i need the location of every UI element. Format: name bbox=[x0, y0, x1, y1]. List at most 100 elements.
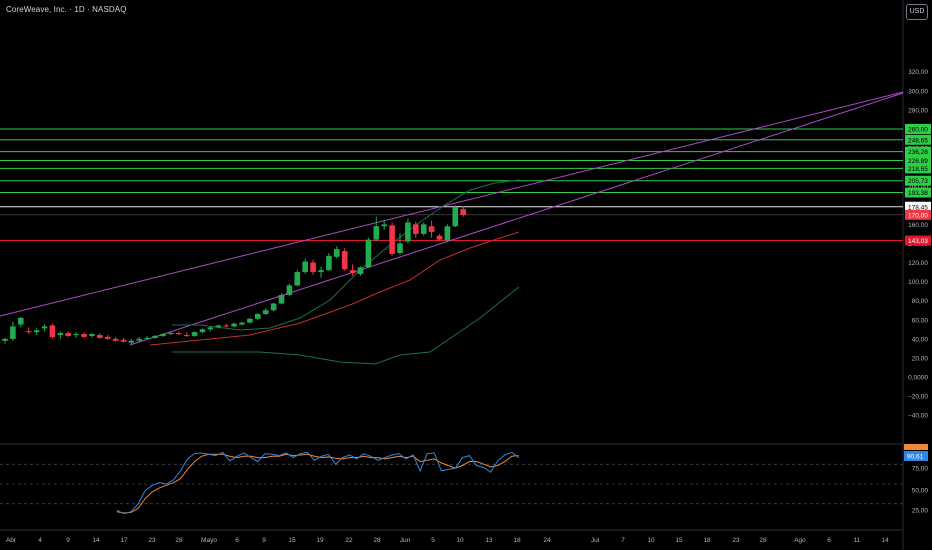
price-tag-label: 193,38 bbox=[908, 190, 928, 197]
candle-body bbox=[357, 267, 364, 274]
candle-body bbox=[2, 338, 8, 341]
grid bbox=[0, 0, 904, 550]
candle-body bbox=[10, 326, 16, 339]
candle-body bbox=[428, 226, 435, 232]
candle-body bbox=[460, 209, 466, 215]
price-tag bbox=[905, 175, 931, 186]
candle-body bbox=[294, 272, 301, 286]
x-tick-label: 15 bbox=[288, 537, 296, 544]
candle-body bbox=[270, 303, 277, 311]
candle-body bbox=[152, 335, 158, 338]
osc-y-tick-label: 25,00 bbox=[912, 508, 929, 515]
candle-body bbox=[413, 224, 419, 234]
candle-body bbox=[160, 334, 166, 336]
candle-body bbox=[262, 310, 269, 315]
time-axis[interactable]: Abr 4 9 14 17 23 28 Mayo 6 9 15 19 22 28 Jun 5 10 13 18 24 J… bbox=[6, 537, 889, 544]
y-tick-label: 100,00 bbox=[908, 279, 928, 286]
candle-body bbox=[112, 338, 119, 341]
channel-lower-line bbox=[129, 92, 904, 346]
candle-body bbox=[286, 285, 293, 295]
osc-y-tick-label: 75,00 bbox=[912, 466, 929, 473]
currency-button[interactable]: USD bbox=[906, 4, 928, 20]
y-tick-label: 80,00 bbox=[912, 298, 929, 305]
candle-body bbox=[65, 333, 71, 336]
candle-body bbox=[334, 249, 340, 257]
candle-body bbox=[420, 224, 427, 234]
osc-value-label: 90,61 bbox=[907, 454, 924, 461]
y-tick-label: 160,00 bbox=[908, 222, 928, 229]
price-tag bbox=[905, 134, 931, 145]
symbol-title[interactable]: CoreWeave, Inc. · 1D · NASDAQ bbox=[6, 5, 127, 14]
x-tick-label: 13 bbox=[485, 537, 493, 544]
osc-value-tag bbox=[904, 451, 928, 461]
price-tag-label: 218,65 bbox=[908, 166, 928, 173]
candle-body bbox=[444, 226, 451, 241]
price-tag-label: 143,03 bbox=[908, 238, 928, 245]
x-tick-label: 4 bbox=[38, 537, 42, 544]
candle-body bbox=[120, 339, 127, 342]
x-tick-label: 18 bbox=[703, 537, 711, 544]
candle-body bbox=[231, 323, 237, 327]
y-tick-label: 20,00 bbox=[912, 355, 929, 362]
candle-body bbox=[25, 331, 32, 333]
price-tag-label: 248,65 bbox=[908, 137, 928, 144]
x-tick-label: 28 bbox=[175, 537, 183, 544]
x-tick-label: 11 bbox=[854, 537, 861, 544]
candle-body bbox=[33, 330, 40, 333]
price-tag bbox=[905, 187, 931, 198]
price-tag bbox=[905, 155, 931, 166]
x-tick-label: 28 bbox=[759, 537, 767, 544]
candle-body bbox=[223, 325, 229, 327]
y-tick-label: 300,00 bbox=[908, 88, 928, 95]
ma-red-line bbox=[149, 231, 520, 346]
candle-body bbox=[405, 222, 411, 242]
y-tick-label: 60,00 bbox=[912, 317, 929, 324]
y-tick-label: 280,00 bbox=[908, 107, 928, 114]
price-tag-label: 170,00 bbox=[908, 212, 928, 219]
candle-body bbox=[247, 318, 253, 323]
price-axis[interactable]: 320,00300,00280,00260,00240,00220,00200,… bbox=[908, 69, 928, 419]
candle-body bbox=[215, 325, 222, 328]
y-tick-label: −40,00 bbox=[908, 413, 928, 420]
candle-body bbox=[168, 333, 174, 335]
price-tag bbox=[905, 235, 931, 246]
x-tick-label: 7 bbox=[621, 537, 625, 544]
candle-body bbox=[397, 243, 403, 253]
candle-body bbox=[349, 270, 356, 274]
candle-body bbox=[104, 336, 111, 339]
candle-body bbox=[452, 207, 459, 227]
candle-body bbox=[199, 329, 206, 333]
candle-body bbox=[373, 226, 380, 240]
stoch-k-line bbox=[116, 451, 520, 515]
candle-body bbox=[144, 337, 150, 339]
price-tag-label: 236,28 bbox=[908, 149, 928, 156]
candle-body bbox=[41, 326, 48, 329]
candle-body bbox=[239, 322, 245, 325]
candle-body bbox=[278, 294, 285, 304]
osc-y-tick-label: 50,00 bbox=[912, 488, 929, 495]
x-tick-label: 19 bbox=[316, 537, 324, 544]
horizontal-levels bbox=[0, 128, 903, 242]
x-tick-label: 5 bbox=[431, 537, 435, 544]
x-tick-label: Mayo bbox=[201, 537, 217, 544]
candle-body bbox=[183, 335, 190, 337]
price-tag bbox=[905, 201, 931, 212]
candle-body bbox=[389, 225, 395, 254]
price-tag bbox=[905, 123, 931, 134]
y-tick-label: 0,0000 bbox=[908, 375, 928, 382]
x-tick-label: 22 bbox=[345, 537, 353, 544]
candle-body bbox=[436, 235, 443, 240]
candle-body bbox=[128, 340, 135, 343]
x-tick-label: Abr bbox=[6, 537, 17, 544]
price-tag bbox=[905, 163, 931, 174]
x-tick-label: 17 bbox=[120, 537, 128, 544]
candle-body bbox=[73, 334, 79, 336]
candle-body bbox=[381, 224, 387, 227]
y-tick-label: 40,00 bbox=[912, 336, 929, 343]
candle-body bbox=[365, 239, 372, 268]
candle-body bbox=[207, 327, 214, 330]
candle-body bbox=[89, 334, 95, 336]
channel-upper-line bbox=[0, 91, 904, 317]
y-tick-label: 320,00 bbox=[908, 69, 928, 76]
